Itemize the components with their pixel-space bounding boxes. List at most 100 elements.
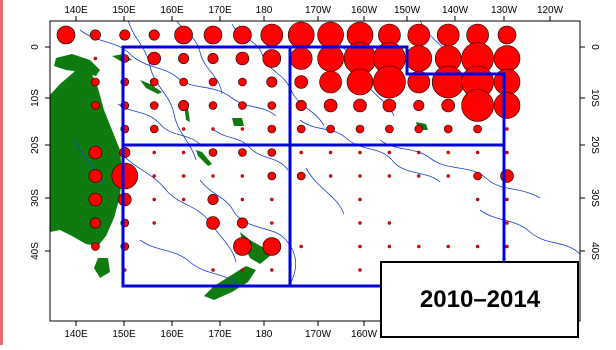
catch-circle: [323, 98, 338, 113]
x-tick-label-top: 140E: [64, 5, 88, 16]
x-tick-label-bottom: 160W: [351, 329, 378, 340]
x-tick-label-bottom: 150E: [112, 329, 136, 340]
catch-circle: [266, 76, 278, 88]
catch-circle: [178, 52, 190, 64]
catch-circle: [405, 45, 433, 72]
catch-circle: [417, 244, 421, 249]
catch-circle: [91, 242, 100, 251]
catch-circle: [56, 25, 76, 45]
catch-circle: [289, 47, 313, 70]
catch-circle: [88, 192, 103, 207]
y-tick-label-left: 0: [30, 44, 41, 50]
catch-circle: [238, 101, 247, 110]
catch-circle: [149, 124, 159, 134]
catch-circle: [174, 25, 193, 45]
new-caledonia-landmass: [196, 150, 212, 166]
catch-circle: [505, 244, 509, 249]
catch-circle: [294, 75, 309, 89]
catch-circle: [111, 162, 139, 190]
catch-circle: [211, 127, 215, 131]
eez-line: [127, 21, 197, 161]
catch-circle: [152, 197, 156, 202]
catch-circle: [88, 169, 103, 183]
solomon-islands-landmass: [140, 80, 162, 94]
left-edge-bar: [0, 0, 3, 345]
catch-circle: [358, 174, 362, 178]
catch-circle: [147, 51, 161, 66]
y-tick-label-left: 30S: [30, 189, 41, 207]
map-frame: [49, 20, 581, 322]
catch-circle: [91, 77, 100, 87]
catch-circle: [317, 21, 344, 49]
catch-circle: [505, 221, 509, 225]
tasmania-landmass: [94, 258, 110, 278]
period-label-box: 2010–2014: [380, 261, 579, 338]
region-southwest-boundary: [121, 145, 292, 288]
catch-circle: [353, 98, 367, 113]
catch-circle: [414, 124, 424, 134]
catch-circle: [267, 124, 277, 134]
catch-circle: [270, 221, 274, 225]
catch-circle: [473, 124, 482, 134]
catch-circle: [181, 150, 186, 155]
catch-circle: [407, 23, 431, 47]
catch-circle: [497, 25, 517, 45]
catch-circle: [417, 150, 421, 155]
x-tick-label-top: 130W: [491, 5, 518, 16]
catch-circle: [91, 101, 100, 110]
australia-landmass: [50, 62, 122, 246]
x-tick-label-bottom: 170W: [305, 329, 332, 340]
catch-circle: [358, 244, 362, 249]
period-label: 2010–2014: [420, 286, 541, 313]
catch-circle: [262, 237, 282, 256]
catch-circle: [493, 92, 521, 119]
catch-circle: [260, 23, 284, 47]
x-tick-label-top: 180: [256, 5, 273, 16]
catch-circle: [267, 148, 277, 157]
catch-circle: [240, 127, 245, 131]
catch-circle: [505, 197, 509, 202]
x-tick-label-bottom: 170E: [208, 329, 232, 340]
catch-circle: [178, 100, 190, 112]
catch-circle: [500, 169, 514, 183]
catch-circle: [358, 221, 362, 225]
catch-circle: [387, 150, 392, 155]
catch-circle: [89, 217, 101, 229]
catch-circle: [211, 174, 215, 178]
catch-circle: [296, 124, 306, 134]
catch-circle: [387, 221, 392, 225]
catch-circle: [270, 197, 274, 202]
region-north-central-boundary: [290, 45, 506, 147]
catch-circle: [417, 174, 421, 178]
catch-circle: [407, 70, 431, 94]
catch-circle: [262, 49, 282, 68]
y-tick-label-right: 0: [589, 44, 600, 50]
catch-circle: [93, 56, 98, 61]
catch-circle: [387, 244, 392, 249]
x-tick-label-top: 170E: [208, 5, 232, 16]
catch-circle: [505, 127, 509, 131]
catch-circles: [56, 21, 521, 272]
y-tick-label-right: 40S: [589, 242, 600, 260]
catch-circle: [441, 98, 456, 113]
catch-circle: [233, 25, 252, 45]
catch-circle: [299, 150, 303, 155]
catch-circle: [475, 197, 480, 202]
x-tick-label-top: 150E: [112, 5, 136, 16]
catch-circle: [385, 124, 394, 134]
fiji-landmass: [232, 118, 244, 126]
catch-circle: [207, 52, 219, 64]
catch-circle: [149, 77, 159, 87]
catch-circle: [181, 197, 186, 202]
catch-circle: [240, 197, 245, 202]
eez-line: [305, 167, 345, 215]
eez-line: [213, 129, 289, 171]
catch-circle: [118, 192, 132, 207]
catch-circle: [267, 171, 277, 181]
x-tick-label-top: 170W: [305, 5, 332, 16]
eez-line: [199, 179, 297, 285]
y-tick-label-left: 20S: [30, 136, 41, 154]
x-tick-label-top: 150W: [394, 5, 421, 16]
catch-circle: [207, 194, 219, 206]
